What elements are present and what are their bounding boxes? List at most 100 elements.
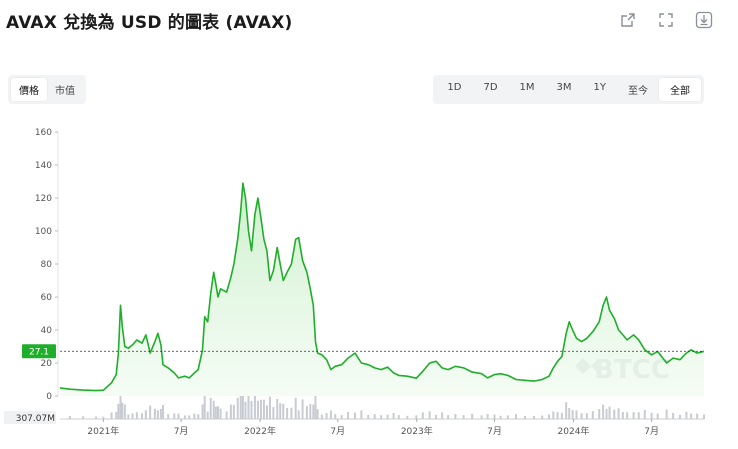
volume-bar (265, 405, 268, 419)
volume-bar (294, 397, 297, 419)
tab-market-cap[interactable]: 市值 (55, 86, 75, 97)
volume-bar (82, 416, 85, 419)
x-tick-label: 7月 (487, 426, 502, 437)
volume-bar (643, 409, 646, 419)
volume-bar (347, 412, 350, 419)
volume-bar (241, 396, 244, 419)
volume-bar (571, 410, 574, 419)
volume-bar (560, 412, 563, 419)
volume-bar (665, 409, 668, 419)
volume-bar (406, 415, 409, 419)
volume-bar (173, 413, 176, 419)
x-tick-label: 2021年 (87, 425, 119, 437)
download-icon[interactable] (694, 10, 714, 30)
tab-price[interactable]: 價格 (11, 78, 47, 101)
volume-bar (193, 413, 196, 419)
volume-bar (320, 414, 323, 419)
volume-bar (68, 416, 71, 419)
x-tick-label: 7月 (174, 426, 189, 437)
price-area (60, 183, 704, 396)
volume-bar (325, 412, 328, 419)
volume-bar (290, 407, 293, 419)
metric-tabs: 價格 市值 (8, 75, 86, 104)
tab-all[interactable]: 全部 (659, 78, 701, 101)
y-tick-label: 20 (41, 359, 53, 369)
volume-bar (690, 413, 693, 419)
volume-bar (279, 403, 282, 419)
tab-1m[interactable]: 1M (519, 82, 535, 93)
volume-bar (312, 404, 315, 419)
volume-bar (552, 411, 555, 419)
tab-7d[interactable]: 7D (483, 82, 498, 93)
volume-bar (602, 404, 605, 419)
volume-bar (272, 407, 275, 419)
volume-bar (206, 411, 209, 419)
volume-bar (650, 412, 653, 419)
volume-bar (532, 416, 535, 419)
current-price-label: 27.1 (29, 347, 49, 357)
volume-bar (268, 396, 271, 419)
volume-bar (229, 404, 232, 419)
volume-bar (575, 410, 578, 419)
volume-bar (244, 401, 247, 419)
y-tick-label: 0 (46, 392, 52, 402)
volume-bar (121, 402, 124, 419)
y-axis: 0 20 40 60 80 100 120 140 160 (35, 128, 59, 402)
volume-bar (613, 409, 616, 419)
volume-bar (127, 414, 130, 419)
volume-bar (316, 409, 319, 419)
volume-bar (386, 414, 389, 419)
volume-bar (360, 410, 363, 419)
tab-1y[interactable]: 1Y (593, 82, 606, 93)
tab-ytd[interactable]: 至今 (628, 86, 648, 97)
volume-bar (514, 414, 517, 419)
volume-bar (428, 411, 431, 419)
volume-bar (471, 413, 474, 419)
y-tick-label: 100 (35, 227, 52, 237)
volume-bar (95, 416, 98, 419)
volume-bar (703, 414, 705, 419)
volume-bar (282, 403, 285, 419)
volume-bar (256, 400, 259, 419)
volume-bar (580, 413, 583, 419)
volume-bar (392, 413, 395, 419)
volume-bar (314, 396, 317, 419)
volume-bar (556, 412, 559, 419)
volume-bar (373, 414, 376, 419)
volume-bar (480, 415, 483, 419)
tab-3m[interactable]: 3M (556, 82, 572, 93)
volume-bar (201, 404, 204, 419)
volume-bar (637, 412, 640, 419)
volume-bar (297, 410, 300, 419)
volume-bar (253, 396, 256, 419)
volume-bar (156, 410, 159, 419)
volume-bar (153, 408, 156, 419)
y-tick-label: 60 (41, 293, 53, 303)
volume-bar (506, 415, 509, 419)
fullscreen-icon[interactable] (656, 10, 676, 30)
current-price-badge: 27.1 (22, 344, 56, 359)
volume-bar (608, 406, 611, 419)
volume-bar (212, 400, 215, 419)
volume-bar (678, 414, 681, 419)
volume-bar (380, 415, 383, 419)
volume-bar (149, 405, 152, 419)
volume-bar (159, 408, 162, 419)
volume-bar (239, 396, 242, 419)
volume-bar (499, 415, 502, 419)
volume-bar (621, 412, 624, 419)
volume-bar (493, 414, 496, 419)
volume-bar (568, 408, 571, 419)
volume-bar (585, 413, 588, 419)
volume-bar (441, 412, 444, 419)
volume-bar (102, 416, 105, 419)
volume-bar (462, 415, 465, 419)
tab-1d[interactable]: 1D (447, 82, 462, 93)
range-tabs: 1D 7D 1M 3M 1Y 至今 全部 (433, 75, 704, 104)
volume-bar (672, 412, 675, 419)
share-icon[interactable] (618, 10, 638, 30)
page-title: AVAX 兌換為 USD 的圖表 (AVAX) (6, 13, 293, 33)
volume-bar (329, 410, 332, 419)
volume-bar (541, 415, 544, 419)
